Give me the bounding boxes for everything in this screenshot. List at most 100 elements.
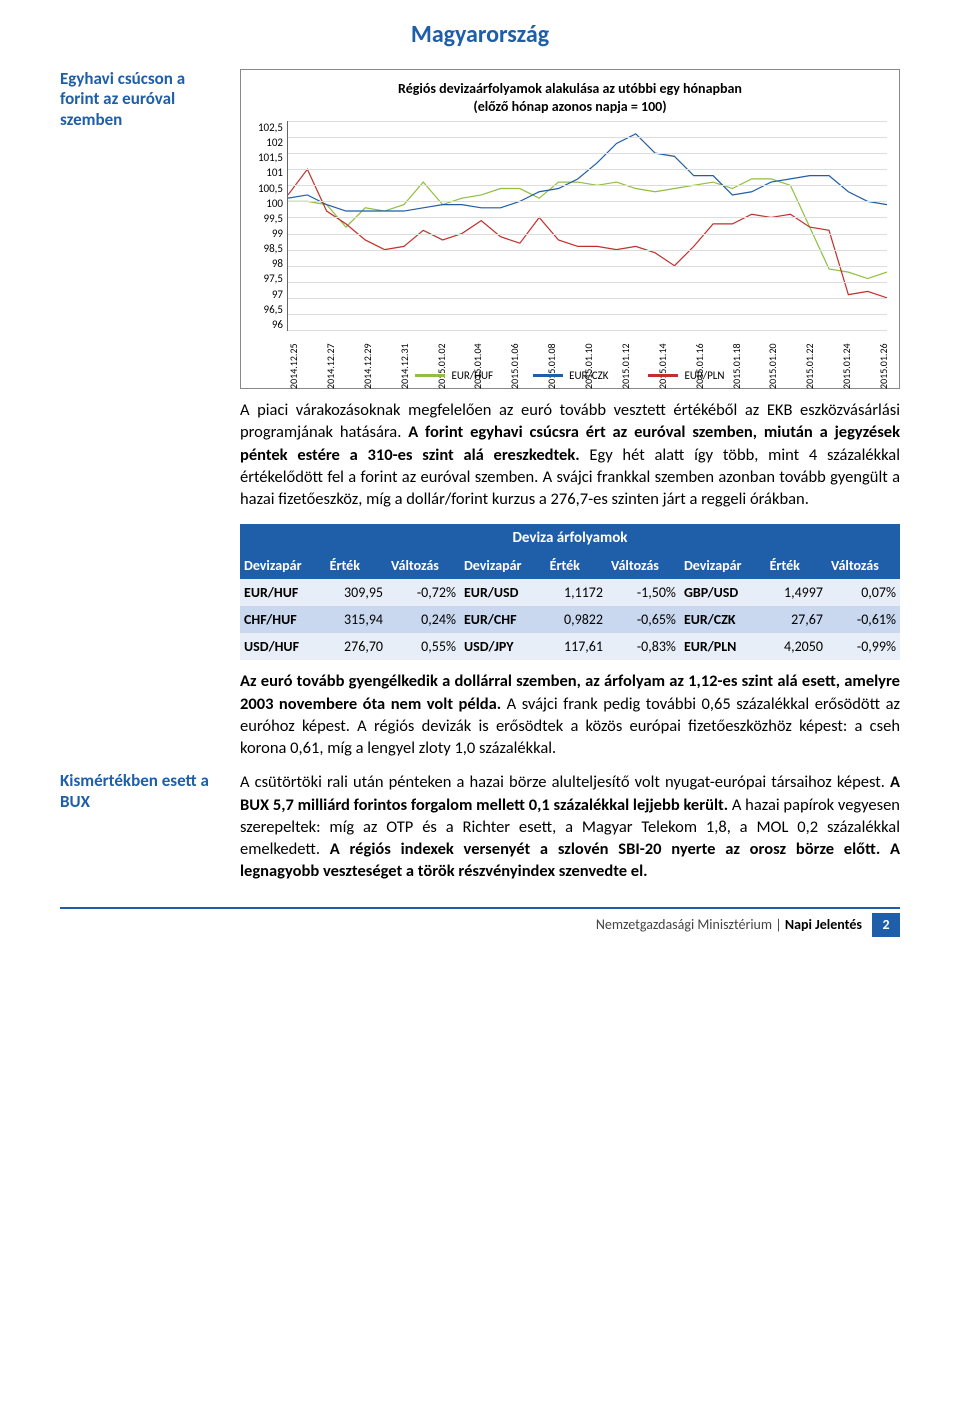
main-col-2: A csütörtöki rali után pénteken a hazai … — [240, 771, 900, 882]
y-tick-label: 100,5 — [253, 182, 283, 195]
table-cell: EUR/PLN — [680, 633, 766, 660]
y-tick-label: 102,5 — [253, 121, 283, 134]
table-cell: 1,4997 — [766, 579, 827, 606]
table-header-cell: Érték — [546, 552, 607, 579]
fx-chart: Régiós devizaárfolyamok alakulása az utó… — [240, 69, 900, 389]
table-header-cell: Devizapár — [240, 552, 326, 579]
y-tick-label: 96 — [253, 318, 283, 331]
table-header-cell: Érték — [326, 552, 387, 579]
table-header-cell: Változás — [827, 552, 900, 579]
y-tick-label: 99 — [253, 227, 283, 240]
table-cell: 0,07% — [827, 579, 900, 606]
table-header-cell: Devizapár — [680, 552, 766, 579]
table-row: EUR/HUF309,95-0,72%EUR/USD1,1172-1,50%GB… — [240, 579, 900, 606]
grid-line — [288, 217, 887, 218]
y-tick-label: 98,5 — [253, 242, 283, 255]
chart-title: Régiós devizaárfolyamok alakulása az utó… — [253, 80, 887, 115]
table-title-row: Deviza árfolyamok — [240, 524, 900, 552]
y-tick-label: 101 — [253, 166, 283, 179]
series-line-eurhuf — [288, 179, 887, 279]
grid-line — [288, 298, 887, 299]
table-header-cell: Változás — [607, 552, 680, 579]
table-cell: 117,61 — [546, 633, 607, 660]
x-axis: 2014.12.252014.12.272014.12.292014.12.31… — [287, 333, 887, 393]
chart-legend: EUR/HUF EUR/CZK EUR/PLN — [241, 369, 899, 382]
paragraph-3: A csütörtöki rali után pénteken a hazai … — [240, 771, 900, 882]
table-cell: 315,94 — [326, 606, 387, 633]
footer-page-number: 2 — [872, 913, 900, 937]
table-cell: USD/HUF — [240, 633, 326, 660]
table-cell: GBP/USD — [680, 579, 766, 606]
y-tick-label: 99,5 — [253, 212, 283, 225]
paragraph-2: Az euró tovább gyengélkedik a dollárral … — [240, 670, 900, 759]
grid-line — [288, 137, 887, 138]
sidebar-block-2: Kismértékben esett a BUX — [60, 771, 220, 882]
grid-line — [288, 282, 887, 283]
table-cell: 1,1172 — [546, 579, 607, 606]
sidebar-title-1: Egyhavi csúcson a forint az euróval szem… — [60, 69, 220, 130]
table-title: Deviza árfolyamok — [240, 524, 900, 552]
legend-label-eurpln: EUR/PLN — [684, 369, 724, 382]
legend-swatch-eurpln — [648, 374, 678, 377]
table-cell: 0,55% — [387, 633, 460, 660]
grid-line — [288, 330, 887, 331]
plot-wrap: 102,5102101,5101100,510099,59998,59897,5… — [253, 121, 887, 331]
table-cell: 0,24% — [387, 606, 460, 633]
table-cell: 276,70 — [326, 633, 387, 660]
legend-item-eurczk: EUR/CZK — [533, 369, 608, 382]
legend-swatch-eurhuf — [415, 374, 445, 377]
para3-d: A régiós indexek versenyét a szlovén SBI… — [240, 839, 900, 881]
legend-item-eurpln: EUR/PLN — [648, 369, 724, 382]
table-cell: EUR/CZK — [680, 606, 766, 633]
table-row: USD/HUF276,700,55%USD/JPY117,61-0,83%EUR… — [240, 633, 900, 660]
y-tick-label: 97,5 — [253, 272, 283, 285]
table-cell: EUR/CHF — [460, 606, 546, 633]
table-cell: EUR/HUF — [240, 579, 326, 606]
grid-line — [288, 234, 887, 235]
table-cell: -0,83% — [607, 633, 680, 660]
table-cell: 0,9822 — [546, 606, 607, 633]
main-col-1: Régiós devizaárfolyamok alakulása az utó… — [240, 69, 900, 759]
sidebar-title-2: Kismértékben esett a BUX — [60, 771, 220, 812]
section-chart: Egyhavi csúcson a forint az euróval szem… — [60, 69, 900, 759]
table-row: CHF/HUF315,940,24%EUR/CHF0,9822-0,65%EUR… — [240, 606, 900, 633]
y-tick-label: 98 — [253, 257, 283, 270]
footer-org: Nemzetgazdasági Minisztérium — [596, 916, 772, 933]
chart-title-line1: Régiós devizaárfolyamok alakulása az utó… — [398, 80, 742, 97]
footer-sep: | — [772, 916, 785, 933]
section-bux: Kismértékben esett a BUX A csütörtöki ra… — [60, 771, 900, 882]
grid-line — [288, 314, 887, 315]
table-cell: -1,50% — [607, 579, 680, 606]
y-axis: 102,5102101,5101100,510099,59998,59897,5… — [253, 121, 287, 331]
sidebar-block-1: Egyhavi csúcson a forint az euróval szem… — [60, 69, 220, 759]
fx-table: Deviza árfolyamok DevizapárÉrtékVáltozás… — [240, 524, 900, 660]
grid-line — [288, 201, 887, 202]
table-cell: CHF/HUF — [240, 606, 326, 633]
table-header-row: DevizapárÉrtékVáltozásDevizapárÉrtékVált… — [240, 552, 900, 579]
table-cell: 4,2050 — [766, 633, 827, 660]
y-tick-label: 100 — [253, 197, 283, 210]
grid-line — [288, 121, 887, 122]
page-title: Magyarország — [60, 20, 900, 49]
table-cell: USD/JPY — [460, 633, 546, 660]
table-cell: 309,95 — [326, 579, 387, 606]
grid-line — [288, 266, 887, 267]
y-tick-label: 96,5 — [253, 303, 283, 316]
paragraph-1: A piaci várakozásoknak megfelelően az eu… — [240, 399, 900, 510]
page-footer: Nemzetgazdasági Minisztérium | Napi Jele… — [60, 907, 900, 937]
table-cell: -0,99% — [827, 633, 900, 660]
grid-line — [288, 153, 887, 154]
grid-line — [288, 169, 887, 170]
page: Magyarország Egyhavi csúcson a forint az… — [0, 0, 960, 957]
table-cell: -0,65% — [607, 606, 680, 633]
grid-line — [288, 250, 887, 251]
chart-title-line2: (előző hónap azonos napja = 100) — [473, 98, 666, 115]
table-cell: 27,67 — [766, 606, 827, 633]
table-body: EUR/HUF309,95-0,72%EUR/USD1,1172-1,50%GB… — [240, 579, 900, 660]
footer-doc: Napi Jelentés — [785, 916, 862, 933]
legend-item-eurhuf: EUR/HUF — [415, 369, 493, 382]
grid-line — [288, 185, 887, 186]
footer-label: Nemzetgazdasági Minisztérium | Napi Jele… — [596, 916, 862, 933]
table-cell: -0,72% — [387, 579, 460, 606]
plot-area — [287, 121, 887, 331]
